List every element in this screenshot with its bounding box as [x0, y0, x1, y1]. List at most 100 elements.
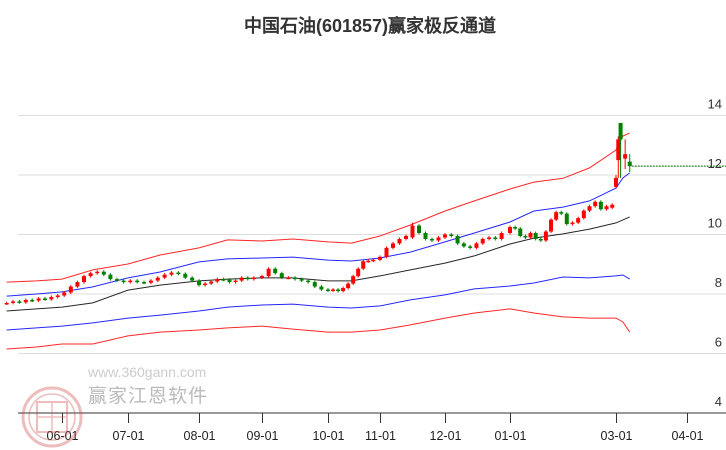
band-lower-inner [6, 274, 630, 331]
candle [623, 139, 628, 170]
x-tick-label: 08-01 [184, 429, 216, 443]
candle [108, 273, 113, 281]
candle-body [36, 298, 41, 301]
candle [306, 279, 311, 284]
candle [55, 294, 60, 299]
candle-body [312, 282, 317, 287]
candle-body [627, 161, 632, 167]
candle [356, 267, 361, 278]
candle [155, 276, 160, 283]
candle [190, 276, 195, 283]
candle [430, 237, 434, 242]
candle-body [319, 286, 324, 290]
candle-body [221, 279, 226, 281]
candle [508, 225, 512, 235]
candle-body [499, 233, 504, 239]
candle-body [286, 277, 291, 280]
candle-body [23, 299, 28, 303]
candle [17, 299, 22, 304]
y-tick-label: 8 [715, 275, 722, 290]
candle-body [487, 237, 492, 239]
candle [474, 241, 479, 250]
candle [528, 231, 533, 239]
y-tick-label: 6 [715, 335, 722, 350]
candle [468, 244, 473, 250]
candle [443, 233, 447, 239]
candle [410, 222, 415, 239]
candle-body [604, 206, 609, 210]
candle-body [549, 219, 554, 232]
candle-body [279, 273, 284, 278]
candle-body [564, 213, 569, 225]
candle [42, 296, 47, 301]
candle-body [455, 235, 460, 244]
candle-body [351, 276, 356, 284]
candle-body [299, 279, 304, 281]
candle-body [614, 177, 618, 187]
x-tick-label: 03-01 [601, 429, 633, 443]
candle-body [162, 274, 167, 278]
watermark-seal-icon [21, 386, 83, 448]
candle-body [326, 289, 330, 292]
candle-body [176, 272, 181, 275]
candle [30, 298, 35, 303]
candle [162, 273, 167, 280]
candle [404, 234, 408, 241]
candle [239, 276, 244, 283]
candle [417, 224, 421, 235]
candle [203, 282, 208, 287]
candle-body [336, 289, 341, 292]
candle-body [404, 235, 408, 239]
candle [49, 295, 54, 301]
candle-body [215, 279, 220, 282]
candle [197, 279, 201, 287]
band-middle [6, 216, 630, 312]
candle-body [533, 233, 538, 239]
candle [610, 203, 615, 210]
candle [614, 175, 618, 189]
candle-body [623, 154, 628, 159]
candle [559, 210, 564, 216]
candle [581, 209, 586, 220]
candle [336, 288, 341, 293]
y-tick-label: 12 [708, 156, 722, 171]
candle [564, 212, 569, 226]
candle [68, 285, 73, 294]
x-tick-label: 09-01 [247, 429, 279, 443]
candle-body [430, 238, 434, 241]
candle [215, 277, 220, 283]
candle [533, 231, 538, 241]
candle [618, 122, 623, 178]
candle-body [17, 301, 22, 303]
candle-body [245, 277, 250, 280]
candle [4, 301, 9, 306]
candle [576, 216, 581, 225]
candle [538, 237, 543, 242]
candle [183, 272, 188, 280]
candle [75, 280, 80, 289]
candle-body [518, 228, 523, 236]
candle-body [251, 277, 256, 280]
candle-body [538, 238, 543, 241]
candle [378, 255, 382, 262]
candle [221, 277, 226, 282]
candle [423, 231, 428, 241]
x-tick-label: 10-01 [313, 429, 345, 443]
candle-body [610, 204, 615, 208]
candle-body [155, 277, 160, 281]
candle [293, 276, 297, 281]
x-tick-label: 11-01 [365, 429, 396, 443]
candle [135, 279, 140, 284]
candle-body [128, 280, 133, 283]
candle-body [30, 299, 35, 302]
candle [260, 274, 264, 280]
candle-body [576, 218, 581, 223]
candle-body [570, 222, 575, 225]
candle-body [55, 295, 60, 297]
candle-body [273, 268, 278, 274]
x-tick-label: 07-01 [113, 429, 145, 443]
candle [227, 278, 232, 284]
candle [279, 271, 284, 280]
y-tick-label: 14 [708, 97, 722, 112]
candle [461, 241, 466, 248]
